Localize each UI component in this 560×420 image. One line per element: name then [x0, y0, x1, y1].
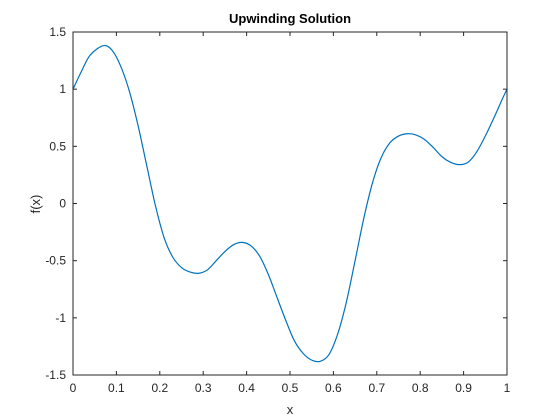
- ticks-layer: 0 0.1 0.2 0.3 0.4 0.5 0.6 0.7 0.8 0.9 1 -1.5 -1 -0.5 0…: [45, 25, 510, 395]
- y-tick-label: -1.5: [45, 368, 66, 382]
- plot-frame: [72, 31, 508, 376]
- series-layer: [72, 44, 508, 363]
- x-tick-label: 0: [70, 381, 77, 395]
- x-axis-label: x: [287, 402, 294, 417]
- x-tick-label: 0.3: [195, 381, 212, 395]
- x-tick-label: 0.4: [238, 381, 255, 395]
- y-tick-label: 1: [59, 82, 66, 96]
- x-tick-label: 0.5: [282, 381, 299, 395]
- x-tick-label: 0.2: [151, 381, 168, 395]
- x-tick-label: 0.7: [368, 381, 385, 395]
- x-tick-label: 0.9: [455, 381, 472, 395]
- y-axis-label: f(x): [28, 195, 43, 214]
- y-tick-label: 0: [59, 197, 66, 211]
- plot-area: [73, 32, 507, 375]
- x-tick-label: 0.6: [325, 381, 342, 395]
- y-tick-label: 0.5: [49, 139, 66, 153]
- y-tick-label: -0.5: [45, 254, 66, 268]
- chart-title: Upwinding Solution: [229, 11, 351, 26]
- series-line: [72, 44, 508, 363]
- x-tick-label: 0.1: [108, 381, 125, 395]
- x-tick-label: 1: [504, 381, 511, 395]
- y-tick-label: -1: [55, 311, 66, 325]
- x-tick-label: 0.8: [412, 381, 429, 395]
- y-tick-label: 1.5: [49, 25, 66, 39]
